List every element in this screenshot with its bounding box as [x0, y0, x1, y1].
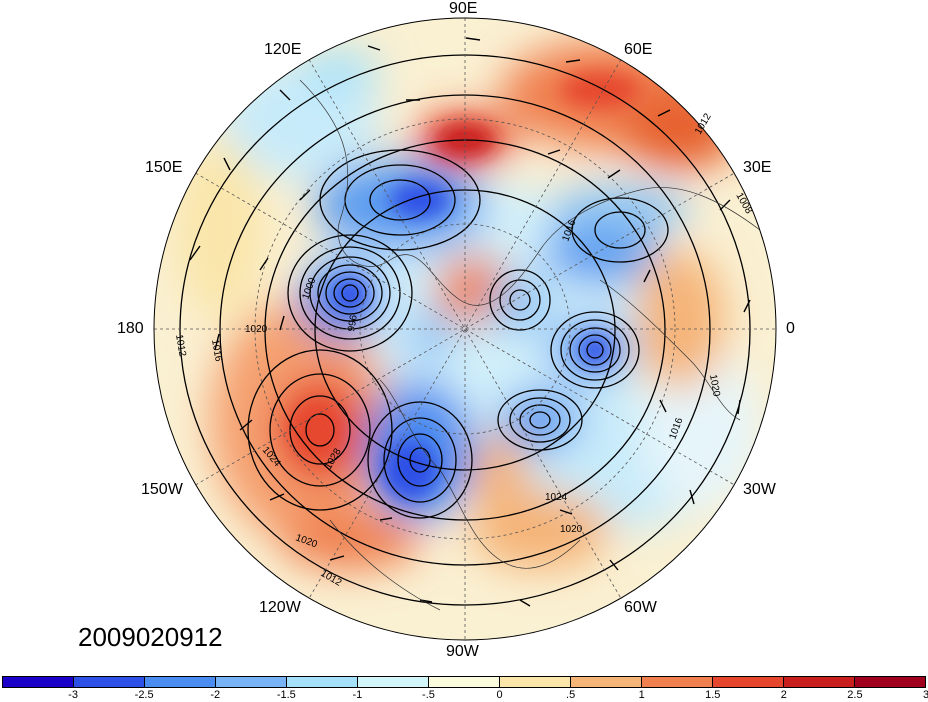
colorbar-tick-label: 1 [638, 689, 645, 701]
colorbar-swatch [287, 676, 358, 688]
colorbar-tick-label: -2.5 [134, 689, 154, 701]
wind-barbs [189, 37, 751, 607]
colorbar-swatch [500, 676, 571, 688]
colorbar-tick-label: -2 [210, 689, 221, 701]
colorbar-tick-label: 0 [496, 689, 503, 701]
isobar-label: 996 [346, 314, 360, 333]
colorbar-tick-label: 1.5 [705, 689, 721, 701]
map-boundary [153, 17, 777, 641]
colorbar-swatch [642, 676, 713, 688]
lon-label-150e: 150E [145, 159, 183, 176]
colorbar-tick-label: 3 [922, 689, 928, 701]
timestamp-label: 2009020912 [78, 622, 223, 652]
colorbar-swatch [855, 676, 926, 688]
lon-label-120w: 120W [259, 599, 301, 616]
colorbar-tick-label: -3 [68, 689, 78, 701]
colorbar-swatch [216, 676, 287, 688]
colorbar-swatch [784, 676, 855, 688]
colorbar-swatch [713, 676, 784, 688]
colorbar-tick-label: -1.5 [276, 689, 296, 701]
lon-label-60e: 60E [624, 41, 653, 58]
isobar-label: 1012 [693, 111, 714, 136]
isobar-label: 1020 [245, 324, 268, 335]
lon-label-30w: 30W [743, 481, 776, 498]
isobar-label: 1020 [560, 524, 583, 535]
colorbar-swatch [2, 676, 74, 688]
colorbar-swatch [358, 676, 429, 688]
colorbar-swatch [429, 676, 500, 688]
colorbar-tick-label: .5 [566, 689, 576, 701]
colorbar-tick-label: 2 [780, 689, 787, 701]
isobar-label: 1016 [209, 339, 224, 363]
lon-label-150w: 150W [141, 481, 183, 498]
coastlines [299, 79, 761, 611]
colorbar-tick-label: 2.5 [847, 689, 863, 701]
colorbar-swatch [571, 676, 642, 688]
lon-label-60w: 60W [624, 599, 657, 616]
lon-label-90e: 90E [449, 0, 478, 17]
isobar-label: 1012 [173, 334, 188, 358]
colorbar-swatch [74, 676, 145, 688]
lon-label-30e: 30E [743, 159, 772, 176]
lon-label-0: 0 [786, 320, 795, 337]
isobar-label: 1024 [545, 492, 568, 503]
colorbar-swatch [145, 676, 216, 688]
colorbar-tick-label: -.5 [422, 689, 435, 701]
lon-label-90w: 90W [446, 643, 479, 660]
lon-label-120e: 120E [264, 41, 302, 58]
colorbar-tick-label: -1 [352, 689, 363, 701]
lon-label-180: 180 [117, 320, 144, 337]
graticule [154, 18, 776, 640]
colorbar [2, 676, 926, 688]
isobar-label: 1020 [707, 374, 722, 398]
